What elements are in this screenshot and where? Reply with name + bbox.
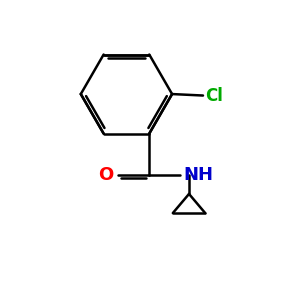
Text: Cl: Cl [205, 86, 223, 104]
Text: NH: NH [183, 166, 213, 184]
Text: O: O [98, 166, 113, 184]
